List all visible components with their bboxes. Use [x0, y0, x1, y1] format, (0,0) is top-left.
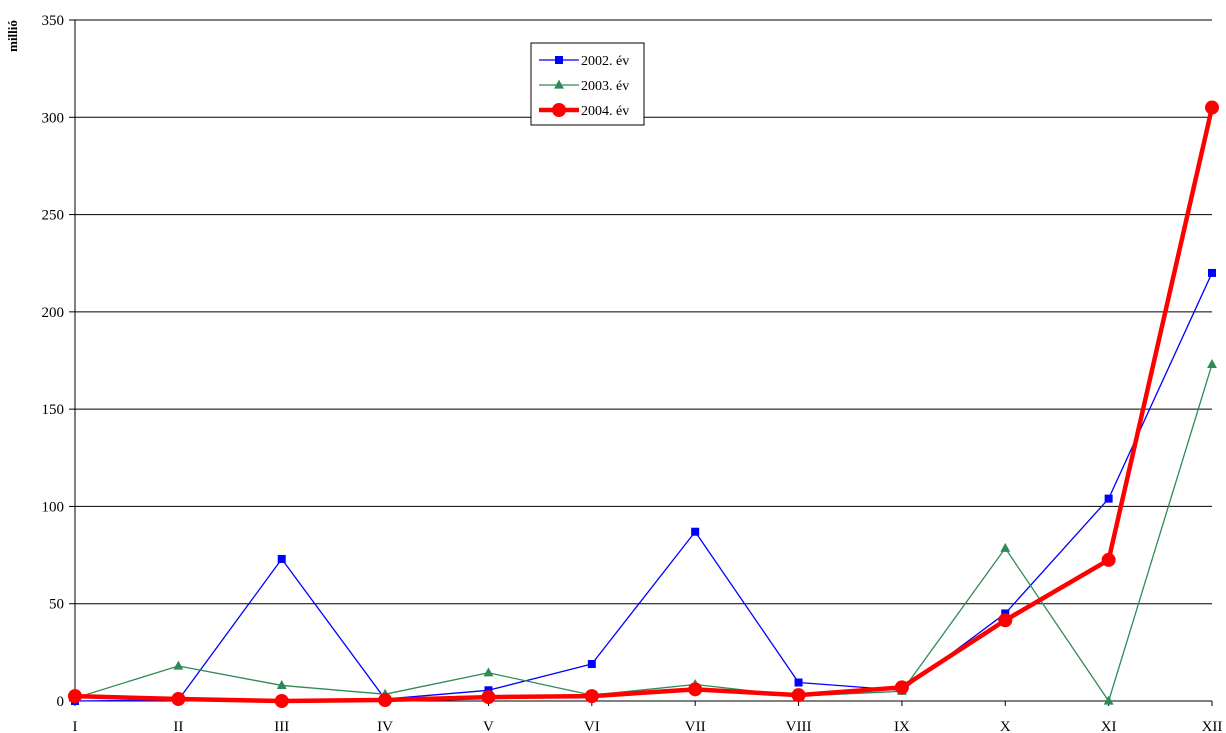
- x-tick-label: VII: [685, 719, 706, 733]
- data-point: [794, 678, 803, 687]
- legend-swatch-marker: [554, 79, 564, 89]
- data-point: [1205, 100, 1219, 115]
- series-2: [70, 358, 1217, 705]
- y-tick-label: 0: [57, 694, 65, 710]
- legend-label: 2002. év: [581, 54, 629, 69]
- x-tick-label: I: [73, 719, 78, 733]
- x-tick-label: XII: [1202, 719, 1223, 733]
- legend: 2002. év 2003. év 2004. év: [530, 42, 645, 126]
- x-tick-label: V: [483, 719, 494, 733]
- data-point: [483, 667, 494, 677]
- data-point: [894, 680, 909, 695]
- series-layer: [68, 100, 1219, 708]
- data-point: [274, 694, 289, 708]
- data-point: [688, 682, 703, 697]
- data-point: [1101, 552, 1116, 567]
- data-point: [584, 689, 599, 704]
- data-point: [1104, 494, 1113, 503]
- x-tick-label: III: [274, 719, 289, 733]
- legend-label: 2004. év: [581, 104, 629, 119]
- y-tick-label: 200: [42, 305, 65, 321]
- data-point: [378, 693, 393, 708]
- legend-label: 2003. év: [581, 79, 629, 94]
- data-point: [173, 660, 184, 670]
- data-point: [691, 527, 700, 536]
- x-axis-ticks: I II III IV V VI VII VIII IX X XI XII: [73, 701, 1223, 733]
- x-tick-label: VI: [584, 719, 600, 733]
- data-point: [68, 689, 82, 704]
- y-tick-label: 250: [42, 208, 65, 224]
- y-axis-label: millió: [5, 20, 20, 52]
- data-point: [277, 554, 286, 563]
- legend-swatch-marker: [555, 56, 563, 64]
- data-point: [276, 680, 287, 690]
- data-point: [587, 660, 596, 669]
- data-point: [1000, 542, 1011, 552]
- y-tick-label: 150: [42, 402, 65, 418]
- data-point: [1207, 358, 1217, 368]
- x-tick-label: II: [173, 719, 183, 733]
- data-point: [481, 690, 496, 705]
- legend-swatch-marker: [552, 103, 566, 117]
- series-3: [68, 100, 1219, 708]
- x-tick-label: IX: [894, 719, 910, 733]
- x-tick-label: XI: [1101, 719, 1117, 733]
- series-line: [74, 364, 1213, 702]
- x-tick-label: IV: [377, 719, 393, 733]
- y-tick-label: 300: [42, 110, 65, 126]
- y-axis-ticks: 0 50 100 150 200 250 300 350: [42, 13, 75, 710]
- y-tick-label: 50: [49, 597, 64, 613]
- data-point: [998, 613, 1013, 628]
- data-point: [1208, 268, 1216, 277]
- x-tick-label: X: [1000, 719, 1011, 733]
- y-tick-label: 100: [42, 499, 65, 515]
- series-1: [71, 268, 1216, 705]
- series-line: [74, 272, 1213, 702]
- data-point: [791, 688, 806, 703]
- x-tick-label: VIII: [786, 719, 812, 733]
- series-line: [74, 107, 1215, 704]
- y-tick-label: 350: [42, 13, 65, 29]
- data-point: [171, 692, 186, 707]
- data-point: [1103, 695, 1114, 705]
